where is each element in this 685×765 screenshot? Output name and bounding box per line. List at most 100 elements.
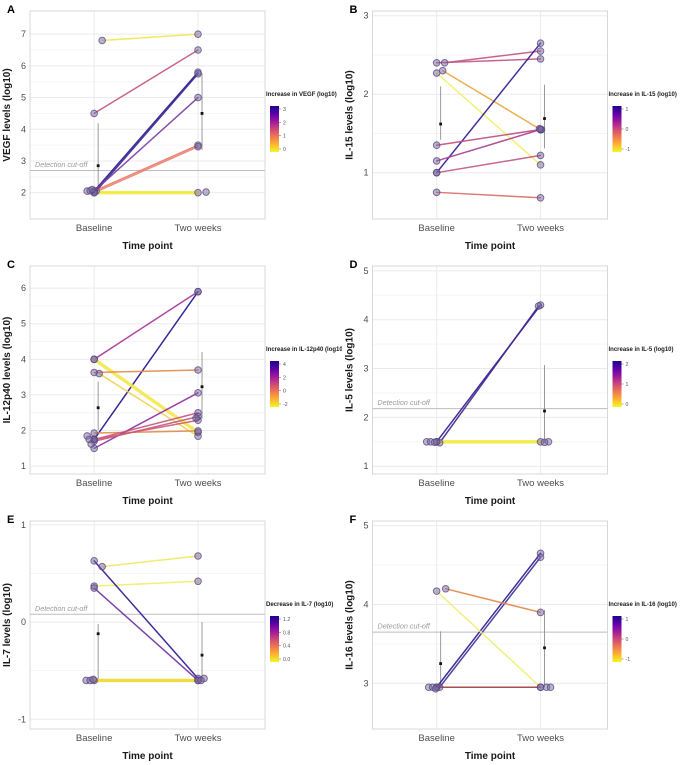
legend-colorbar — [612, 361, 622, 407]
x-axis-title: Time point — [122, 751, 173, 762]
x-axis-title: Time point — [122, 241, 173, 252]
pair-line — [435, 42, 542, 174]
y-tick-label: 4 — [363, 600, 368, 610]
error-bar-mean — [96, 632, 100, 636]
legend-title: Increase in IL-15 (log10) — [609, 92, 677, 98]
data-point — [540, 438, 549, 447]
error-bar-mean — [543, 409, 546, 413]
plot-border — [372, 10, 608, 220]
pair-line — [93, 430, 199, 434]
panel-B: 1 2 3 Baseline Two weeks IL-15 levels (log10)… — [342, 0, 685, 255]
pair-line — [435, 552, 542, 688]
data-point — [89, 675, 97, 684]
data-point — [432, 69, 441, 77]
x-tick-label: Two weeks — [517, 733, 564, 744]
legend-tick-label: -1 — [626, 657, 631, 663]
plot-border — [29, 265, 266, 475]
x-axis-title: Time point — [465, 751, 516, 762]
data-point — [432, 157, 441, 165]
data-point — [90, 355, 98, 364]
panel-E: Detection cut-off -1 0 1 Baseline Two weeks IL… — [0, 510, 342, 765]
legend-tick-label: -1 — [626, 147, 631, 153]
pair-line — [93, 96, 199, 192]
data-point — [432, 188, 441, 197]
pair-line — [441, 69, 542, 131]
legend-tick-label: 0.0 — [283, 657, 290, 663]
data-point — [536, 608, 545, 617]
pair-line — [93, 419, 199, 441]
pair-line — [98, 372, 199, 437]
data-point — [441, 584, 450, 593]
pair-line — [444, 588, 542, 614]
y-tick-label: 2 — [21, 188, 26, 198]
legend-title: Increase in IL-5 (log10) — [609, 347, 674, 353]
y-tick-label: 2 — [363, 89, 368, 99]
y-tick-label: 6 — [21, 283, 26, 293]
pair-line — [443, 50, 542, 64]
pair-line — [95, 73, 199, 192]
pair-line — [93, 145, 199, 194]
detection-cutoff-label: Detection cut-off — [35, 160, 88, 169]
legend-colorbar — [270, 361, 279, 407]
x-tick-label: Two weeks — [517, 478, 564, 489]
legend-tick-label: 0 — [626, 402, 629, 408]
legend-tick-label: 2 — [283, 120, 286, 126]
panel-label: A — [7, 4, 15, 16]
legend-tick-label: 2 — [283, 375, 286, 381]
data-point — [431, 685, 440, 693]
pair-line — [93, 290, 199, 441]
data-point — [194, 188, 202, 197]
legend-tick-label: 1 — [626, 617, 629, 623]
y-tick-label: 6 — [21, 61, 26, 71]
data-point — [98, 36, 106, 45]
error-bar-mean — [439, 662, 443, 666]
data-point — [432, 59, 441, 67]
data-point — [194, 142, 202, 151]
legend-tick-label: 0.4 — [283, 644, 290, 650]
y-tick-label: 5 — [363, 266, 368, 276]
y-tick-label: -1 — [18, 714, 26, 724]
legend-title: Increase in IL-12p40 (log10) — [266, 347, 342, 353]
error-bar-mean — [543, 117, 546, 120]
error-bar-mean — [96, 406, 100, 410]
panel-A: Detection cut-off 2 3 4 5 6 7 Baseline Two weeks… — [0, 0, 342, 255]
y-tick-label: 5 — [21, 319, 26, 329]
y-tick-label: 1 — [363, 168, 368, 178]
x-tick-label: Two weeks — [175, 478, 222, 489]
y-tick-label: 3 — [363, 364, 368, 374]
x-tick-label: Two weeks — [175, 733, 222, 744]
data-point — [98, 562, 106, 571]
pair-line — [435, 590, 542, 688]
legend-tick-label: 3 — [283, 107, 286, 113]
y-tick-label: 7 — [21, 29, 26, 39]
pair-line — [93, 144, 199, 192]
error-bar-mean — [200, 385, 204, 389]
legend-tick-label: 1 — [283, 134, 286, 140]
legend-tick-label: 4 — [283, 362, 286, 368]
panel-D: Detection cut-off 1 2 3 4 5 Baseline Two weeks I… — [342, 255, 685, 510]
error-bar-mean — [200, 112, 204, 115]
x-axis-title: Time point — [465, 496, 516, 507]
x-tick-label: Baseline — [76, 478, 112, 489]
data-point — [536, 553, 545, 562]
data-point — [536, 194, 545, 202]
data-point — [432, 587, 441, 595]
y-tick-label: 1 — [363, 461, 368, 471]
pair-line — [435, 128, 542, 146]
data-point — [90, 109, 98, 118]
pair-line — [101, 33, 199, 42]
y-tick-label: 3 — [21, 156, 26, 166]
pair-line — [93, 392, 199, 450]
x-axis-title: Time point — [122, 496, 173, 507]
y-tick-label: 0 — [21, 617, 26, 627]
legend-tick-label: 1.2 — [283, 617, 290, 623]
data-point — [194, 388, 202, 397]
legend-tick-label: 1 — [626, 382, 629, 388]
panel-label: E — [7, 514, 14, 526]
pair-line — [93, 587, 199, 682]
data-point — [440, 59, 449, 67]
data-point — [194, 30, 202, 38]
panel-A-chart: Detection cut-off 2 3 4 5 6 7 Baseline Two weeks… — [2, 4, 337, 252]
data-point — [194, 366, 202, 374]
